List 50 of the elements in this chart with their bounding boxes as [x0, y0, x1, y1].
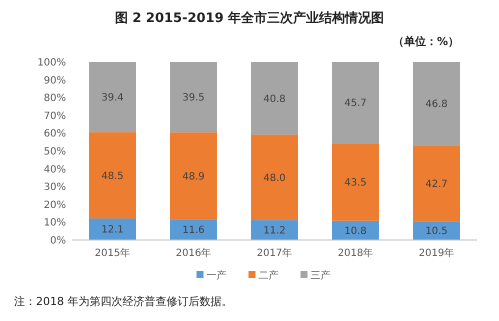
data-label: 10.8 [344, 226, 367, 237]
data-label: 39.4 [101, 92, 124, 104]
data-label: 45.7 [344, 98, 367, 110]
y-tick-label: 20% [44, 200, 66, 211]
bar [89, 62, 136, 132]
x-tick-label: 2019年 [418, 247, 454, 259]
y-tick-label: 10% [44, 218, 66, 229]
data-label: 46.8 [425, 99, 448, 110]
bar [332, 143, 379, 221]
bar [170, 132, 217, 220]
y-tick-label: 60% [44, 128, 66, 140]
y-tick-label: 90% [44, 75, 66, 86]
bar [413, 145, 460, 222]
bar [251, 62, 298, 135]
legend-label: 一产 [206, 270, 226, 282]
data-label: 43.5 [344, 178, 367, 189]
data-label: 48.9 [182, 171, 205, 182]
bar [89, 132, 136, 218]
data-label: 11.6 [182, 225, 205, 236]
chart-subtitle: （单位：%） [392, 35, 459, 48]
y-tick-label: 100% [37, 58, 66, 68]
data-label: 48.5 [101, 170, 124, 182]
bar [332, 62, 379, 144]
y-tick-label: 30% [44, 182, 66, 194]
y-tick-label: 0% [50, 236, 66, 246]
data-label: 48.0 [263, 172, 286, 184]
legend-label: 三产 [310, 270, 330, 282]
y-tick-label: 70% [44, 110, 66, 122]
x-tick-label: 2015年 [94, 247, 130, 259]
legend-label: 二产 [258, 270, 278, 282]
y-tick-label: 50% [44, 146, 66, 158]
bar [251, 134, 298, 220]
y-tick-label: 80% [44, 93, 66, 104]
bar [413, 62, 460, 146]
bar [89, 218, 136, 240]
x-tick-label: 2016年 [176, 247, 212, 259]
chart-title: 图 2 2015-2019 年全市三次产业结构情况图 [114, 10, 384, 26]
x-tick-label: 2017年 [256, 247, 292, 259]
data-label: 40.8 [263, 94, 286, 105]
bar [170, 219, 217, 240]
y-tick-label: 40% [44, 164, 66, 176]
bar [170, 62, 217, 132]
text: 注：2018 年为第四次经济普查修订后数据。 [14, 295, 232, 308]
data-label: 42.7 [425, 178, 448, 190]
data-label: 11.2 [263, 226, 286, 237]
x-tick-label: 2018年 [338, 247, 374, 259]
data-label: 12.1 [101, 224, 124, 236]
bar [251, 220, 298, 240]
data-label: 10.5 [425, 226, 448, 238]
data-label: 39.5 [182, 92, 205, 104]
